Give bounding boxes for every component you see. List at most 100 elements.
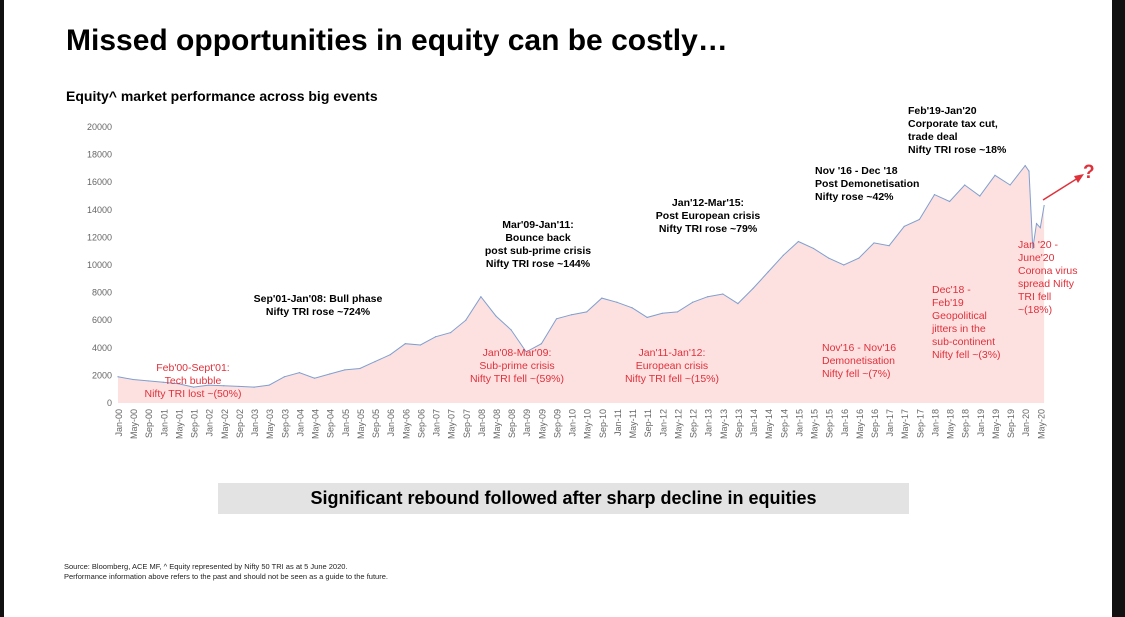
data-point (1039, 227, 1041, 229)
annotation-line: Feb'19 (932, 297, 964, 309)
annotation-line: Nifty rose ~42% (815, 191, 894, 203)
data-point (631, 307, 633, 309)
annotation-line: jitters in the (932, 323, 986, 335)
y-tick-label: 0 (107, 398, 112, 408)
x-tick-label: May-02 (220, 409, 230, 439)
x-tick-label: Jan-00 (114, 409, 124, 437)
x-tick-label: May-20 (1036, 409, 1046, 439)
annotation-line: Nifty TRI rose ~144% (485, 258, 591, 270)
data-point (737, 303, 739, 305)
annotation-line: Nov'16 - Nov'16 (822, 342, 897, 354)
x-tick-label: May-10 (583, 409, 593, 439)
data-point (117, 376, 119, 378)
annotation-line: Post European crisis (655, 210, 761, 222)
slide: Missed opportunities in equity can be co… (4, 0, 1112, 617)
data-point (404, 343, 406, 345)
x-tick-label: May-07 (447, 409, 457, 439)
x-tick-label: Jan-04 (295, 409, 305, 437)
annotation-line: Geopolitical (932, 310, 987, 322)
annotation-line: Nov '16 - Dec '18 (815, 165, 898, 177)
x-tick-label: Jan-10 (568, 409, 578, 437)
annotation-feb00: Feb'00-Sept'01: Tech bubble Nifty TRI lost… (145, 362, 242, 401)
annotation-line: Jan'11-Jan'12: (638, 347, 706, 359)
x-tick-label: May-13 (719, 409, 729, 439)
x-tick-label: May-12 (673, 409, 683, 439)
x-tick-label: Sep-13 (734, 409, 744, 438)
data-point (752, 287, 754, 290)
data-point (313, 377, 316, 379)
data-point (918, 218, 920, 221)
y-tick-label: 4000 (92, 343, 112, 353)
data-point (268, 384, 270, 386)
y-tick-label: 20000 (87, 122, 112, 132)
annotation-line: spread Nifty (1018, 278, 1075, 290)
annotation-line: Demonetisation (822, 355, 895, 367)
data-point (843, 264, 845, 266)
annotation-line: Nifty TRI fell ~(15%) (624, 373, 720, 385)
annotation-line: Mar'09-Jan'11: (502, 219, 574, 231)
annotation-line: Tech bubble (164, 375, 222, 387)
x-tick-label: Jan-18 (930, 409, 940, 437)
y-tick-label: 2000 (92, 370, 112, 380)
data-point (812, 247, 815, 250)
data-point (571, 314, 573, 316)
x-tick-label: Jan-12 (658, 409, 668, 437)
data-point (616, 301, 618, 303)
data-point (480, 296, 482, 298)
data-point (525, 351, 527, 353)
data-point (540, 343, 542, 345)
chart-subtitle: Equity^ market performance across big ev… (66, 88, 378, 104)
data-point (208, 384, 210, 386)
data-point (964, 184, 966, 186)
x-tick-label: May-03 (265, 409, 275, 439)
annotation-line: Sub-prime crisis (479, 360, 555, 372)
series-line (117, 164, 1045, 388)
data-point (601, 297, 603, 299)
data-point (389, 354, 391, 356)
x-tick-label: Jan-14 (749, 409, 759, 437)
x-tick-label: May-15 (810, 409, 820, 439)
annotation-nov16up: Nov '16 - Dec '18 Post Demonetisation Nift… (815, 165, 919, 204)
y-tick-label: 6000 (92, 315, 112, 325)
data-point (298, 372, 301, 374)
x-tick-label: May-14 (764, 409, 774, 439)
x-tick-label: May-16 (855, 409, 865, 439)
x-tick-label: Sep-11 (643, 409, 653, 437)
x-tick-label: Sep-15 (825, 409, 835, 438)
x-tick-label: Sep-03 (280, 409, 290, 438)
data-point (646, 316, 648, 319)
x-tick-label: Jan-09 (522, 409, 532, 437)
annotation-line: Corona virus (1018, 265, 1078, 277)
x-tick-label: May-00 (129, 409, 139, 439)
annotation-dec18: Dec'18 - Feb'19 Geopolitical jitters in the… (932, 284, 1001, 362)
data-point (374, 361, 376, 363)
data-point (722, 293, 724, 295)
annotation-line: ~(18%) (1018, 304, 1053, 316)
annotation-line: trade deal (908, 131, 958, 143)
question-mark: ? (1083, 162, 1095, 183)
annotation-line: Nifty TRI rose ~18% (908, 144, 1007, 156)
x-tick-label: Sep-01 (190, 409, 200, 438)
data-point (858, 257, 860, 259)
x-tick-label: Jan-17 (885, 409, 895, 437)
arrow-head-icon (1074, 174, 1084, 183)
x-tick-label: May-01 (174, 409, 184, 439)
x-tick-label: Sep-19 (1006, 409, 1016, 438)
x-tick-label: Jan-11 (613, 409, 623, 436)
x-tick-label: Sep-17 (915, 409, 925, 438)
annotation-line: Jan'08-Mar'09: (482, 347, 552, 359)
rebound-banner: Significant rebound followed after sharp… (218, 483, 909, 514)
data-point (949, 200, 951, 203)
data-point (419, 344, 421, 346)
data-point (495, 315, 497, 317)
annotation-jan08: Jan'08-Mar'09: Sub-prime crisis Nifty TRI … (470, 347, 564, 386)
x-tick-label: Jan-20 (1021, 409, 1031, 437)
data-point (359, 367, 361, 370)
data-point (1028, 170, 1030, 172)
annotation-line: Dec'18 - (932, 284, 971, 296)
data-point (767, 271, 769, 273)
x-tick-label: Jan-15 (794, 409, 804, 437)
annotation-line: Feb'00-Sept'01: (156, 362, 230, 374)
x-tick-label: May-19 (991, 409, 1001, 439)
data-point (193, 386, 195, 388)
